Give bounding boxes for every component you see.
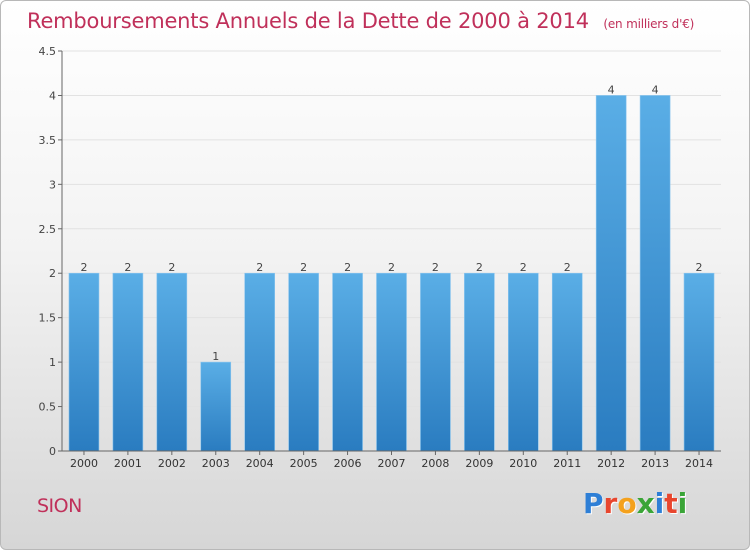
data-label-2003: 1 [212, 350, 219, 363]
logo-letter: i [654, 487, 665, 520]
bar-2012 [595, 95, 627, 452]
x-tick-label: 2009 [465, 457, 493, 470]
bar-2011 [551, 272, 583, 452]
data-label-2004: 2 [256, 261, 263, 274]
data-label-2013: 4 [652, 83, 659, 96]
y-tick-label: 3.5 [39, 134, 57, 147]
proxiti-logo: Proxiti [583, 487, 687, 520]
x-tick-label: 2010 [509, 457, 537, 470]
x-tick-label: 2001 [114, 457, 142, 470]
data-label-2010: 2 [520, 261, 527, 274]
data-label-2014: 2 [696, 261, 703, 274]
y-tick-label: 4.5 [39, 45, 57, 58]
bar-2009 [464, 272, 495, 452]
data-label-2005: 2 [300, 261, 307, 274]
x-tick-label: 2005 [290, 457, 318, 470]
chart-unit: (en milliers d'€) [603, 17, 695, 31]
y-tick-label: 2.5 [39, 223, 57, 236]
data-label-2001: 2 [124, 261, 131, 274]
x-tick-label: 2011 [553, 457, 581, 470]
data-label-2006: 2 [344, 261, 351, 274]
data-label-2007: 2 [388, 261, 395, 274]
y-tick-label: 0 [49, 445, 56, 458]
logo-letter: x [636, 487, 655, 520]
y-tick-label: 4 [49, 89, 56, 102]
chart-title: Remboursements Annuels de la Dette de 20… [27, 9, 694, 33]
bars [68, 95, 715, 452]
y-axis-ticks: 0 0.5 1 1.5 2 2.5 3 3.5 4 4.5 [39, 45, 62, 458]
data-label-2002: 2 [168, 261, 175, 274]
data-label-2009: 2 [476, 261, 483, 274]
bar-2000 [68, 272, 100, 452]
bar-2007 [376, 272, 407, 452]
logo-letter: o [617, 487, 637, 520]
chart-title-text: Remboursements Annuels de la Dette de 20… [27, 9, 589, 33]
y-tick-label: 2 [49, 267, 56, 280]
logo-letter: P [583, 487, 604, 520]
x-tick-label: 2003 [202, 457, 230, 470]
x-tick-label: 2008 [421, 457, 449, 470]
x-tick-label: 2013 [641, 457, 669, 470]
bar-2013 [639, 95, 671, 452]
data-labels: 2 2 2 1 2 2 2 2 2 2 2 2 4 4 2 [80, 83, 702, 363]
bar-2014 [683, 272, 715, 452]
data-label-2000: 2 [80, 261, 87, 274]
x-tick-label: 2006 [334, 457, 362, 470]
bar-2004 [244, 272, 275, 452]
logo-letter: t [664, 487, 678, 520]
bar-2010 [507, 272, 539, 452]
x-tick-label: 2014 [685, 457, 713, 470]
x-tick-label: 2000 [70, 457, 98, 470]
y-tick-label: 1.5 [39, 312, 57, 325]
y-tick-label: 3 [49, 178, 56, 191]
data-label-2011: 2 [564, 261, 571, 274]
data-label-2012: 4 [608, 83, 615, 96]
x-axis-ticks: 2000 2001 2002 2003 2004 2005 2006 2007 2008 2009… [70, 451, 713, 470]
y-tick-label: 1 [49, 356, 56, 369]
y-tick-label: 0.5 [39, 401, 57, 414]
bar-2006 [332, 272, 363, 452]
logo-letter: i [677, 487, 688, 520]
bar-2003 [200, 361, 232, 452]
bar-2001 [112, 272, 144, 452]
town-name: SION [37, 495, 82, 517]
x-tick-label: 2007 [378, 457, 406, 470]
bar-2005 [288, 272, 319, 452]
data-label-2008: 2 [432, 261, 439, 274]
bar-2008 [420, 272, 451, 452]
x-tick-label: 2012 [597, 457, 625, 470]
bar-2002 [156, 272, 188, 452]
x-tick-label: 2002 [158, 457, 186, 470]
x-tick-label: 2004 [246, 457, 274, 470]
logo-letter: r [603, 487, 618, 520]
